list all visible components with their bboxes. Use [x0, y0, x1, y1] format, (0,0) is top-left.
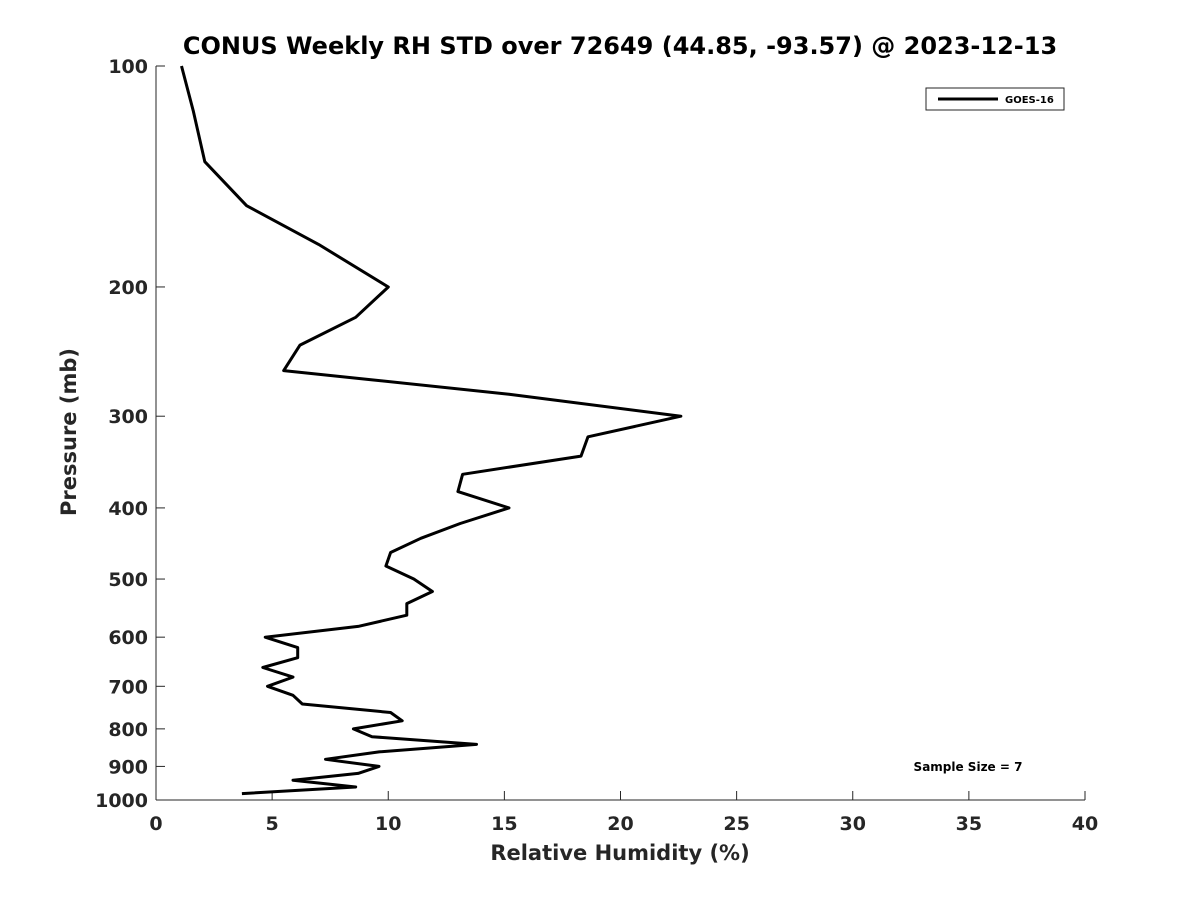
x-tick-label: 15: [491, 813, 517, 835]
axes: 0 5 10 15 20 25 30 35 40 100 200 300 400 500 600 700 800…: [95, 56, 1098, 835]
x-tick-label: 20: [607, 813, 633, 835]
y-tick-label: 1000: [95, 790, 148, 812]
x-tick-label: 25: [723, 813, 749, 835]
series-group: [180, 65, 683, 796]
y-axis-label: Pressure (mb): [57, 348, 81, 516]
chart-title: CONUS Weekly RH STD over 72649 (44.85, -…: [183, 32, 1057, 60]
x-tick-label: 0: [149, 813, 162, 835]
series-line-goes-16: [180, 65, 683, 796]
y-tick-label: 400: [108, 498, 148, 520]
y-tick-label: 600: [108, 627, 148, 649]
x-tick-label: 10: [375, 813, 401, 835]
x-axis-label: Relative Humidity (%): [490, 841, 749, 865]
y-tick-label: 300: [108, 406, 148, 428]
y-tick-label: 200: [108, 277, 148, 299]
x-tick-label: 5: [266, 813, 279, 835]
y-tick-label: 800: [108, 719, 148, 741]
legend-entry-label: GOES-16: [1005, 95, 1054, 106]
legend: GOES-16: [925, 87, 1065, 111]
x-tick-label: 40: [1072, 813, 1098, 835]
x-tick-label: 35: [956, 813, 982, 835]
y-tick-label: 700: [108, 676, 148, 698]
y-tick-label: 100: [108, 56, 148, 78]
sample-size-annotation: Sample Size = 7: [914, 760, 1023, 774]
x-tick-label: 30: [840, 813, 866, 835]
y-tick-label: 900: [108, 756, 148, 778]
y-tick-label: 500: [108, 569, 148, 591]
